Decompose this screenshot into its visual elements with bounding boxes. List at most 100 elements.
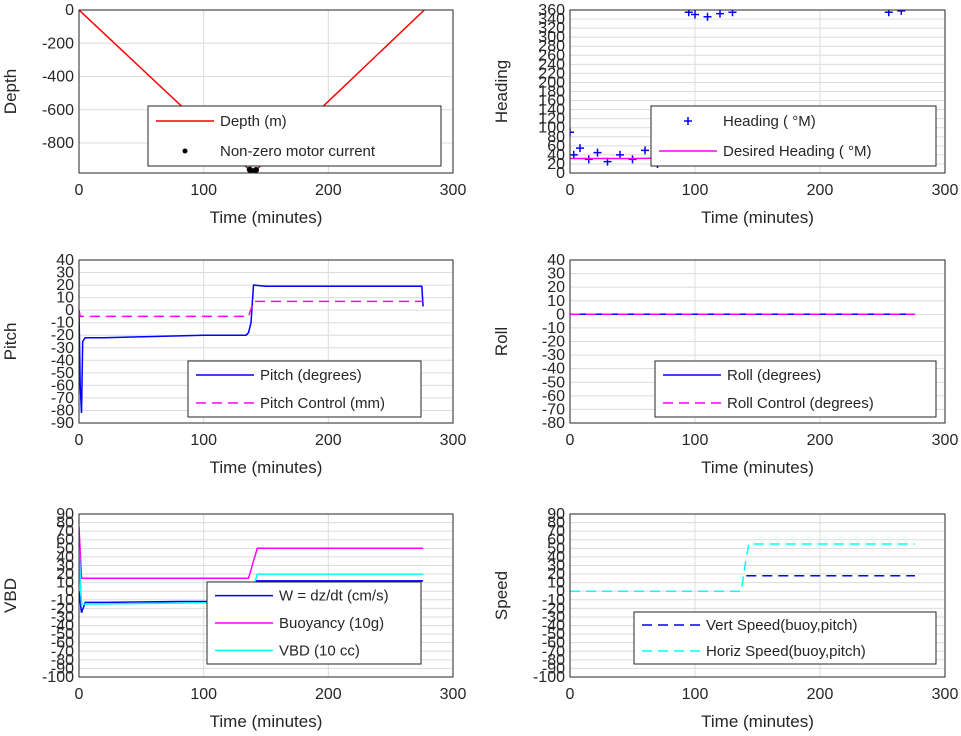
legend-label: Roll Control (degrees): [727, 395, 874, 412]
y-tick-label: 20: [547, 156, 565, 173]
legend-swatch: [684, 117, 692, 125]
y-tick-label: -10: [51, 592, 74, 609]
y-tick-label: -50: [542, 374, 565, 391]
y-axis-label: Pitch: [1, 323, 20, 361]
x-tick-label: 0: [566, 182, 575, 199]
y-tick-label: 60: [547, 532, 565, 549]
plot-series: [570, 543, 915, 592]
y-tick-label: 60: [547, 138, 565, 155]
y-tick-label: 0: [65, 2, 74, 19]
y-tick-label: 0: [65, 302, 74, 319]
series-1-line: [79, 284, 424, 414]
x-tick-label: 100: [190, 432, 217, 449]
legend-label: Pitch (degrees): [260, 367, 362, 384]
x-tick-label: 300: [440, 432, 467, 449]
y-tick-label: 20: [547, 279, 565, 296]
legend: Pitch (degrees) Pitch Control (mm): [187, 360, 422, 418]
axes-frame: [78, 9, 454, 174]
legend-label: Pitch Control (mm): [260, 395, 385, 412]
y-tick-label: 40: [56, 549, 74, 566]
series-1-point: [576, 144, 584, 153]
legend-box: [650, 105, 937, 167]
y-tick-label: 300: [538, 29, 565, 46]
y-tick-label: 40: [547, 252, 565, 269]
x-tick-label: 100: [190, 182, 217, 199]
y-tick-label: 30: [547, 557, 565, 574]
legend-label: W = dz/dt (cm/s): [279, 588, 389, 605]
series-1-point: [728, 10, 737, 17]
x-tick-label: 0: [75, 432, 84, 449]
legend: W = dz/dt (cm/s) Buoyancy (10g) VBD (10 cc…: [206, 581, 422, 665]
panel-1: 0 -200 -400 -600 -800 0 100 200 300 Time (minutes…: [1, 2, 466, 227]
y-tick-label: 10: [56, 575, 74, 592]
y-tick-label: -80: [51, 652, 74, 669]
legend-box: [654, 360, 937, 418]
series-2-line: [79, 300, 424, 318]
y-tick-label: 0: [65, 583, 74, 600]
y-tick-label: -20: [51, 327, 74, 344]
y-tick-label: 80: [56, 515, 74, 532]
x-tick-label: 200: [807, 182, 834, 199]
series-1-point: [884, 10, 893, 17]
y-axis-label: Speed: [492, 571, 511, 620]
y-tick-label: 180: [538, 84, 565, 101]
axes-frame: [569, 259, 946, 424]
y-tick-label: -30: [542, 609, 565, 626]
x-axis-label: Time (minutes): [210, 208, 323, 227]
x-tick-label: 300: [440, 182, 467, 199]
legend: Heading ( °M) Desired Heading ( °M): [650, 105, 937, 167]
series-2-line: [570, 543, 915, 592]
y-tick-label: -80: [542, 415, 565, 432]
y-tick-label: -90: [51, 660, 74, 677]
series-1-point: [641, 146, 649, 155]
series-1-point: [570, 128, 574, 137]
y-tick-label: 40: [547, 147, 565, 164]
x-axis-label: Time (minutes): [701, 208, 814, 227]
y-tick-label: 200: [538, 74, 565, 91]
legend-label: Non-zero motor current: [220, 143, 376, 160]
y-tick-label: -60: [542, 388, 565, 405]
x-tick-label: 200: [315, 432, 342, 449]
y-tick-label: -100: [42, 669, 74, 686]
legend-label: Horiz Speed(buoy,pitch): [706, 643, 866, 660]
y-tick-label: 70: [547, 523, 565, 540]
y-tick-label: -20: [542, 600, 565, 617]
series-1-point: [897, 10, 906, 15]
y-tick-label: 30: [547, 266, 565, 283]
x-tick-label: 100: [682, 686, 709, 703]
x-axis-label: Time (minutes): [701, 712, 814, 731]
x-axis-label: Time (minutes): [701, 458, 814, 477]
x-tick-label: 100: [190, 686, 217, 703]
series-1-point: [570, 150, 578, 159]
y-tick-label: -30: [542, 347, 565, 364]
y-tick-label: 90: [56, 506, 74, 523]
y-tick-label: 260: [538, 47, 565, 64]
y-tick-label: -50: [542, 626, 565, 643]
x-tick-label: 300: [440, 686, 467, 703]
y-tick-label: -70: [542, 401, 565, 418]
y-tick-label: 100: [538, 120, 565, 137]
y-tick-label: 50: [547, 540, 565, 557]
series-1-point: [703, 12, 712, 21]
y-tick-label: 10: [547, 575, 565, 592]
y-tick-label: 30: [56, 557, 74, 574]
y-tick-label: -90: [51, 415, 74, 432]
legend-label: Roll (degrees): [727, 367, 821, 384]
panel-6: 9080706050403020100-10-20-30-40-50-60-70…: [492, 506, 958, 731]
series-1-point: [691, 10, 699, 19]
y-tick-label: -20: [542, 334, 565, 351]
plot-series: [79, 284, 424, 414]
legend-label: VBD (10 cc): [279, 642, 360, 659]
legend: Depth (m) Non-zero motor current: [147, 105, 442, 167]
legend-label: Desired Heading ( °M): [723, 143, 872, 160]
x-tick-label: 200: [315, 182, 342, 199]
y-tick-label: 320: [538, 20, 565, 37]
y-tick-label: -50: [51, 626, 74, 643]
y-axis-label: Depth: [1, 69, 20, 114]
series-1-point: [684, 10, 693, 17]
y-tick-label: 360: [538, 2, 565, 19]
y-tick-label: -70: [51, 643, 74, 660]
